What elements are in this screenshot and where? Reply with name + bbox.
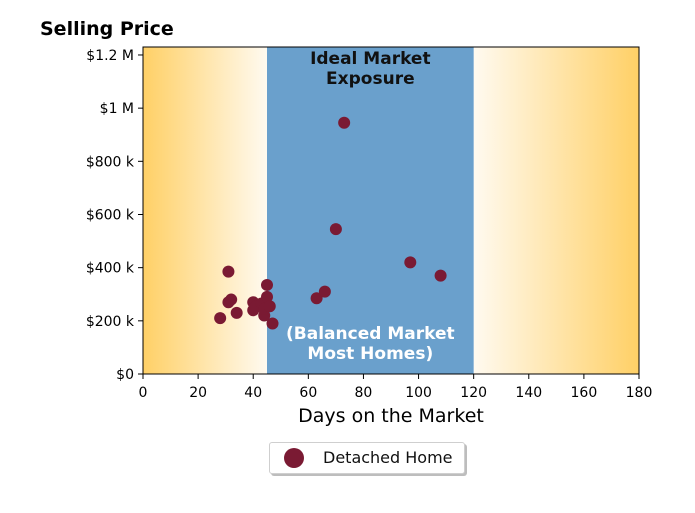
x-tick-label: 140 (515, 385, 542, 401)
legend-marker-icon (284, 448, 304, 468)
y-tick-label: $800 k (86, 154, 135, 170)
x-tick-label: 100 (405, 385, 432, 401)
y-tick-label: $200 k (86, 314, 135, 330)
x-axis-label: Days on the Market (298, 405, 484, 427)
band-label-top: Ideal Market (310, 49, 431, 69)
right-gradient-region (473, 47, 639, 374)
legend-label: Detached Home (323, 448, 453, 467)
data-point (222, 265, 235, 278)
y-tick-label: $400 k (86, 261, 135, 277)
data-point (263, 300, 276, 313)
x-tick-label: 80 (355, 385, 373, 401)
data-point (230, 306, 243, 319)
data-point (261, 290, 273, 303)
band-label-bottom: Most Homes) (307, 344, 433, 364)
x-tick-label: 120 (460, 385, 487, 401)
data-point (404, 256, 417, 269)
y-tick-label: $0 (116, 367, 134, 383)
chart-title: Selling Price (40, 18, 174, 40)
data-point (434, 269, 447, 282)
y-tick-label: $1 M (100, 101, 134, 117)
x-tick-label: 60 (299, 385, 317, 401)
data-point (214, 312, 227, 325)
data-point (310, 292, 323, 305)
data-point (329, 223, 342, 236)
x-tick-label: 40 (244, 385, 262, 401)
x-tick-label: 0 (139, 385, 148, 401)
data-point (266, 317, 279, 330)
data-point (261, 278, 273, 291)
data-point (318, 285, 331, 298)
band-label-bottom: (Balanced Market (286, 324, 455, 344)
ideal-exposure-band (267, 47, 474, 374)
legend: Detached Home (269, 442, 465, 474)
y-tick-label: $600 k (86, 207, 135, 223)
y-tick-label: $1.2 M (86, 48, 134, 64)
x-tick-label: 20 (189, 385, 207, 401)
x-tick-label: 180 (626, 385, 653, 401)
plot-frame (142, 46, 640, 375)
data-point (225, 293, 238, 306)
x-tick-label: 160 (571, 385, 598, 401)
data-point (338, 116, 351, 129)
left-gradient-region (143, 47, 267, 374)
band-label-top: Exposure (326, 69, 415, 89)
